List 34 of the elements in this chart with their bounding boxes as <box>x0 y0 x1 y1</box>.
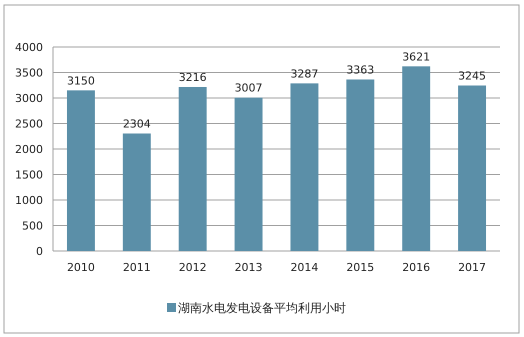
x-tick-label: 2011 <box>122 261 151 274</box>
y-tick-label: 1000 <box>15 194 43 207</box>
x-tick-label: 2010 <box>66 261 95 274</box>
bar <box>234 98 263 251</box>
y-tick-label: 1500 <box>15 168 43 182</box>
y-tick-label: 3500 <box>15 66 43 80</box>
data-label: 3363 <box>346 63 374 76</box>
bar <box>122 133 151 251</box>
data-label: 3287 <box>290 67 318 80</box>
data-label: 3245 <box>458 70 486 83</box>
x-tick-label: 2016 <box>402 261 430 274</box>
x-tick-label: 2015 <box>346 261 374 274</box>
y-tick-label: 2500 <box>15 118 43 130</box>
x-tick-label: 2013 <box>234 261 263 274</box>
legend-label: 湖南水电发电设备平均利用小时 <box>178 301 346 315</box>
y-tick-label: 2000 <box>15 143 43 156</box>
bar <box>290 83 318 251</box>
bar <box>402 66 430 251</box>
y-tick-label: 0 <box>36 245 43 258</box>
x-tick-label: 2012 <box>178 261 207 274</box>
y-tick-label: 4000 <box>15 41 43 54</box>
y-tick-label: 500 <box>22 220 43 232</box>
data-label: 3621 <box>402 50 430 64</box>
y-tick-label: 3000 <box>15 92 43 105</box>
data-label: 3150 <box>66 74 95 88</box>
data-label: 2304 <box>122 117 151 130</box>
bar <box>346 79 374 251</box>
x-tick-label: 2017 <box>458 261 486 274</box>
data-label: 3007 <box>234 82 263 95</box>
bar <box>178 86 207 251</box>
data-label: 3216 <box>178 70 207 84</box>
x-tick-label: 2014 <box>290 261 318 274</box>
bar <box>458 86 486 251</box>
bar <box>66 90 95 251</box>
